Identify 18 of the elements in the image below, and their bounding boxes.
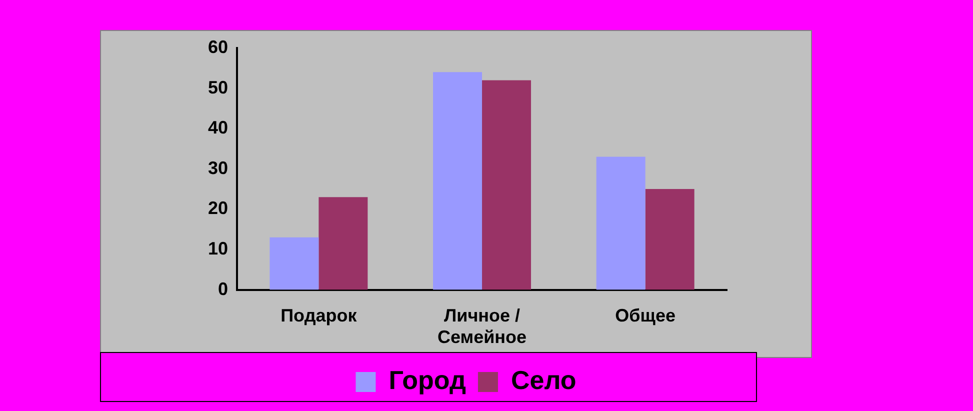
bar [318, 197, 368, 290]
y-tick-label: 20 [208, 198, 228, 218]
x-tick-label: Подарок [280, 306, 358, 326]
legend-label: Село [510, 365, 576, 396]
y-tick-label: 0 [218, 278, 228, 299]
legend-label: Город [388, 365, 466, 396]
x-tick-label: Общее [615, 306, 676, 326]
y-tick-label: 30 [208, 158, 228, 178]
y-tick-label: 50 [208, 77, 228, 98]
x-tick-label: Личное / Семейное [437, 306, 527, 348]
bar [645, 189, 694, 290]
bar [482, 80, 532, 290]
y-tick-label: 60 [208, 36, 228, 57]
bar [433, 72, 482, 290]
y-tick-label: 10 [208, 238, 228, 258]
y-tick-label: 40 [208, 118, 228, 138]
bar [270, 237, 319, 290]
bar [596, 156, 646, 290]
